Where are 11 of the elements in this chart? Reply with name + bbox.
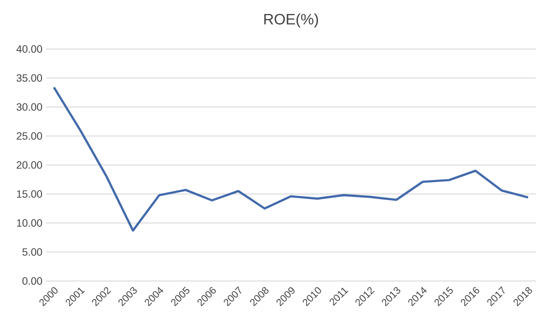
y-tick-label: 15.00 bbox=[17, 190, 42, 198]
y-tick-label: 5.00 bbox=[22, 248, 42, 256]
y-tick-label: 10.00 bbox=[17, 219, 42, 227]
y-tick-label: 20.00 bbox=[16, 161, 42, 169]
y-tick-label: 30.00 bbox=[16, 103, 42, 111]
line-series bbox=[52, 86, 530, 232]
y-tick-label: 35.00 bbox=[16, 74, 42, 82]
y-tick-label: 25.00 bbox=[16, 132, 42, 140]
y-tick-label: 0.00 bbox=[22, 277, 42, 285]
chart-title: ROE(%) bbox=[264, 13, 318, 28]
y-tick-label: 40.00 bbox=[16, 45, 42, 53]
